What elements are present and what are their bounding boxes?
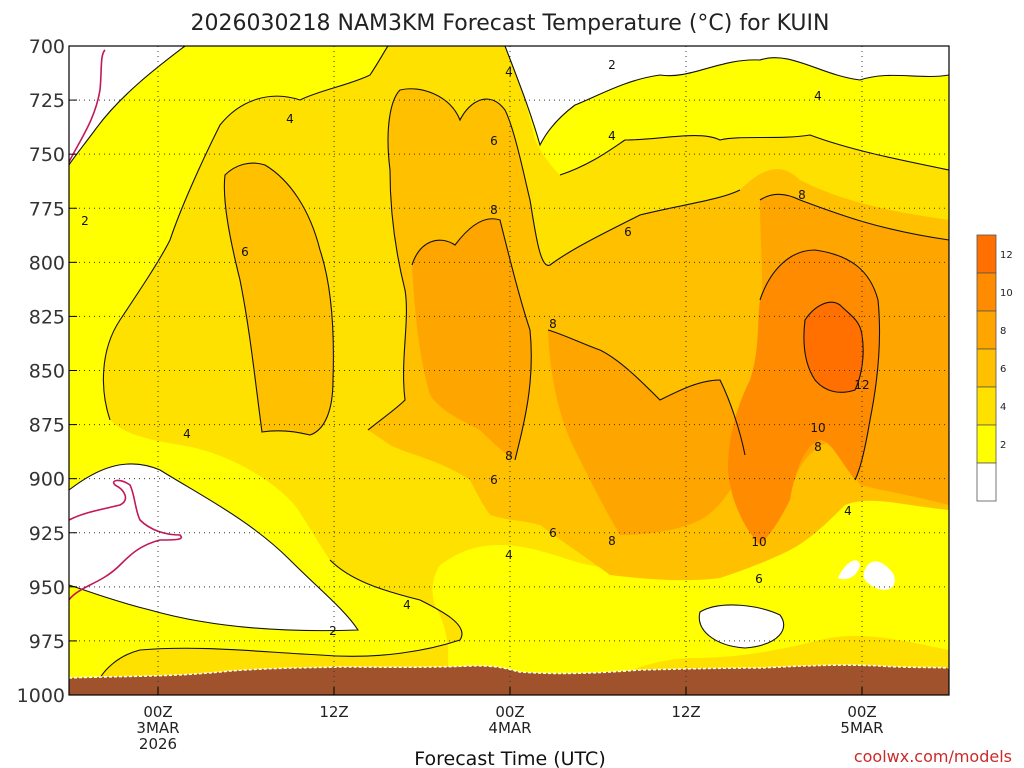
contour-line-6-main [367, 88, 741, 431]
x-tick-label: 5MAR [840, 719, 883, 737]
contour-label: 6 [241, 245, 249, 259]
y-tick-label: 825 [29, 306, 65, 328]
contour-label: 8 [549, 317, 557, 331]
contour-line-2-top [68, 45, 186, 166]
contour-line-2-lower-right [698, 604, 785, 649]
y-tick-label: 800 [29, 252, 65, 274]
colorbar-label: 10 [1000, 288, 1013, 299]
y-tick-label: 775 [29, 198, 65, 220]
contour-line-2-top-middle [504, 45, 950, 147]
contour-label: 4 [814, 89, 822, 103]
y-tick-label: 1000 [17, 685, 65, 707]
y-tick-label: 900 [29, 469, 65, 491]
colorbar-swatch [976, 424, 997, 464]
x-tick-label: 12Z [319, 703, 348, 721]
contour-label: 10 [751, 535, 766, 549]
y-tick-label: 850 [29, 361, 65, 383]
x-tick-label: 00Z [495, 703, 524, 721]
contour-line-10 [759, 249, 881, 481]
contour-label: 4 [505, 548, 513, 562]
contour-labels: 2 2 2 4 4 4 4 4 4 4 4 6 6 6 6 6 6 8 8 8 … [81, 58, 869, 638]
y-tick-label: 700 [29, 36, 65, 58]
region-below-2-small-2 [863, 561, 895, 590]
freezing-line-top-left [68, 49, 106, 163]
contour-label: 2 [81, 214, 89, 228]
contour-label: 4 [608, 129, 616, 143]
ground-area [69, 665, 949, 695]
x-tick-label: 3MAR [136, 719, 179, 737]
colorbar-swatch [976, 462, 997, 502]
colorbar: 12 10 8 6 4 2 [976, 234, 1013, 502]
ground-edge [68, 664, 950, 679]
contour-line-4-lower [94, 559, 463, 691]
colorbar-swatch [976, 234, 997, 274]
y-tick-label: 925 [29, 523, 65, 545]
chart-title: 2026030218 NAM3KM Forecast Temperature (… [191, 11, 830, 36]
colorbar-label: 6 [1000, 364, 1006, 375]
contour-label: 6 [755, 572, 763, 586]
contour-label: 10 [810, 421, 825, 435]
x-tick-label: 2026 [139, 735, 177, 753]
y-tick-label: 875 [29, 415, 65, 437]
colorbar-label: 2 [1000, 440, 1006, 451]
contour-label: 4 [844, 504, 852, 518]
contour-label: 4 [183, 427, 191, 441]
colorbar-swatch [976, 272, 997, 312]
y-tick-label: 750 [29, 144, 65, 166]
y-tick-label: 725 [29, 90, 65, 112]
contour-label: 6 [490, 134, 498, 148]
contour-label: 12 [854, 378, 869, 392]
contour-line-4-outer [102, 45, 389, 421]
region-below-2-top-left [69, 46, 185, 165]
region-below-2-small-1 [838, 560, 860, 580]
contour-line-8-left [411, 218, 532, 461]
contour-line-8-right [759, 193, 950, 241]
colorbar-swatch [976, 386, 997, 426]
contour-label: 6 [549, 526, 557, 540]
contour-label: 6 [490, 473, 498, 487]
contour-label: 8 [814, 440, 822, 454]
contour-line-2-lower-left [68, 463, 359, 632]
colorbar-swatch [976, 348, 997, 388]
colorbar-label: 8 [1000, 326, 1006, 337]
x-tick-label: 00Z [143, 703, 172, 721]
x-tick-label: 4MAR [488, 719, 531, 737]
contour-label: 8 [608, 534, 616, 548]
region-below-2-top-middle [505, 46, 949, 145]
watermark: coolwx.com/models [854, 747, 1012, 766]
y-axis: 700 725 750 775 800 825 850 875 900 925 950 975 1000 [17, 36, 77, 707]
contour-line-8-middle [547, 329, 746, 456]
colorbar-swatch [976, 310, 997, 350]
contour-label: 6 [624, 225, 632, 239]
x-axis-label: Forecast Time (UTC) [414, 748, 605, 768]
contour-label: 4 [286, 112, 294, 126]
contour-lines [68, 45, 950, 691]
x-tick-label: 12Z [671, 703, 700, 721]
region-8-to-10-middle [548, 330, 745, 535]
contour-label: 8 [505, 449, 513, 463]
grid-lines [69, 46, 949, 695]
colorbar-label: 12 [1000, 250, 1013, 261]
region-8-to-10-left [412, 218, 532, 460]
y-tick-label: 975 [29, 631, 65, 653]
contour-label: 4 [505, 65, 513, 79]
contour-label: 2 [329, 624, 337, 638]
region-12-to-14 [803, 302, 864, 393]
contour-label: 8 [490, 203, 498, 217]
y-tick-label: 950 [29, 577, 65, 599]
colorbar-label: 4 [1000, 402, 1006, 413]
contour-label: 4 [403, 598, 411, 612]
contour-line-6-left [223, 162, 334, 436]
contour-label: 2 [608, 58, 616, 72]
region-6-to-8-left [224, 163, 334, 435]
contour-label: 8 [798, 188, 806, 202]
x-tick-label: 00Z [847, 703, 876, 721]
region-below-2-lower-right [699, 604, 784, 648]
contour-line-12 [803, 301, 864, 393]
region-below-2-lower-left [69, 463, 358, 631]
